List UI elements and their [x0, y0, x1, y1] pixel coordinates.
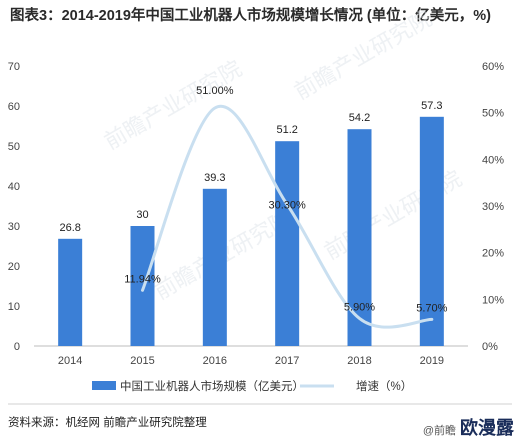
- y-right-tick-label: 20%: [482, 248, 504, 260]
- bar-value-label: 26.8: [59, 222, 80, 234]
- line-value-label: 51.00%: [196, 85, 234, 97]
- y-left-tick-label: 60: [8, 101, 20, 113]
- source-note: 资料来源：机经网 前瞻产业研究院整理: [8, 417, 207, 429]
- y-left-tick-label: 0: [14, 341, 20, 353]
- bar-value-label: 51.2: [276, 124, 297, 136]
- bar-value-label: 57.3: [421, 100, 442, 112]
- bar: [58, 238, 83, 346]
- chart-title: 图表3：2014-2019年中国工业机器人市场规模增长情况 (单位：亿美元，%): [10, 8, 491, 24]
- x-tick-label: 2016: [203, 355, 227, 367]
- y-right-tick-label: 10%: [482, 294, 504, 306]
- line-value-label: 11.94%: [124, 273, 161, 285]
- y-left-tick-label: 10: [8, 301, 20, 313]
- y-left-tick-label: 30: [8, 221, 20, 233]
- bar-value-label: 54.2: [349, 112, 370, 124]
- legend-line-label: 增速（%）: [356, 379, 412, 393]
- y-right-tick-label: 40%: [482, 154, 504, 166]
- legend-bar-label: 中国工业机器人市场规模（亿美元）: [120, 379, 304, 393]
- x-tick-label: 2017: [275, 355, 299, 367]
- x-tick-label: 2019: [420, 355, 444, 367]
- line-value-label: 30.30%: [269, 200, 307, 212]
- bar: [347, 129, 372, 346]
- y-left-tick-label: 50: [8, 141, 20, 153]
- y-right-tick-label: 60%: [482, 61, 504, 73]
- y-left-tick-label: 20: [8, 261, 20, 273]
- bar: [275, 141, 300, 346]
- x-tick-label: 2015: [130, 355, 154, 367]
- y-left-tick-label: 70: [8, 61, 20, 73]
- bar-value-label: 30: [136, 209, 148, 221]
- watermark-text: 前瞻产业研究院: [100, 56, 246, 155]
- y-right-tick-label: 0%: [482, 341, 498, 353]
- y-right-tick-label: 50%: [482, 108, 504, 120]
- y-right-tick-label: 30%: [482, 201, 504, 213]
- x-tick-label: 2018: [347, 355, 371, 367]
- y-left-tick-label: 40: [8, 181, 20, 193]
- corner-logo: 欧漫露: [460, 418, 514, 438]
- growth-line: [141, 104, 434, 329]
- watermark-text: 前瞻产业研究院: [320, 166, 466, 265]
- watermark-text: 前瞻产业研究院: [290, 6, 436, 105]
- x-tick-label: 2014: [58, 355, 82, 367]
- line-value-label: 5.90%: [344, 301, 375, 313]
- corner-branding: @前瞻 欧漫露: [423, 414, 514, 440]
- legend-bar-swatch: [92, 381, 116, 390]
- bar-value-label: 39.3: [204, 172, 225, 184]
- corner-text: @前瞻: [422, 425, 456, 437]
- bar: [202, 188, 227, 346]
- bar: [419, 116, 444, 346]
- line-value-label: 5.70%: [416, 302, 447, 314]
